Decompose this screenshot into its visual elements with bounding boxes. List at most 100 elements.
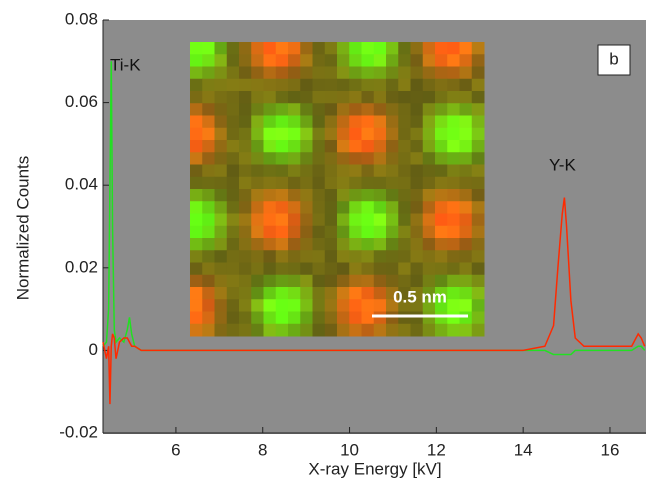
inset-pixel xyxy=(312,91,326,104)
inset-pixel xyxy=(312,103,326,116)
inset-pixel xyxy=(435,42,448,55)
inset-pixel xyxy=(447,54,460,67)
inset-pixel xyxy=(226,225,240,239)
inset-pixel xyxy=(251,225,264,239)
inset-pixel xyxy=(202,189,215,202)
inset-pixel xyxy=(410,176,424,190)
inset-pixel xyxy=(410,103,424,116)
inset-pixel xyxy=(410,115,424,129)
inset-pixel xyxy=(398,42,411,55)
inset-pixel xyxy=(263,311,277,325)
inset-pixel xyxy=(288,103,301,116)
inset-pixel xyxy=(251,164,264,178)
inset-pixel xyxy=(373,189,387,202)
inset-pixel xyxy=(410,250,424,263)
inset-pixel xyxy=(324,103,338,116)
inset-pixel xyxy=(226,287,240,300)
inset-pixel xyxy=(422,176,436,190)
inset-pixel xyxy=(214,54,228,67)
inset-pixel xyxy=(263,152,277,165)
inset-pixel xyxy=(275,201,289,214)
inset-pixel xyxy=(386,140,399,153)
inset-pixel xyxy=(288,238,301,251)
inset-pixel xyxy=(386,152,399,165)
inset-pixel xyxy=(410,201,424,214)
inset-pixel xyxy=(471,311,485,325)
inset-pixel xyxy=(337,189,350,202)
inset-pixel xyxy=(386,238,399,251)
inset-pixel xyxy=(239,127,252,141)
y-tick-label: 0.04 xyxy=(65,175,98,194)
inset-pixel xyxy=(447,115,460,129)
inset-pixel xyxy=(398,274,411,288)
inset-pixel xyxy=(239,66,252,80)
inset-pixel xyxy=(471,91,485,104)
y-tick-label: 0.08 xyxy=(65,9,98,28)
inset-pixel xyxy=(202,164,215,178)
inset-pixel xyxy=(214,213,228,227)
inset-pixel xyxy=(471,127,485,141)
inset-pixel xyxy=(190,250,203,263)
inset-pixel xyxy=(410,152,424,165)
inset-pixel xyxy=(214,262,228,276)
inset-pixel xyxy=(373,287,387,300)
inset-pixel xyxy=(386,103,399,116)
inset-pixel xyxy=(386,250,399,263)
inset-pixel xyxy=(300,262,313,276)
inset-pixel xyxy=(275,91,289,104)
inset-pixel xyxy=(471,274,485,288)
inset-pixel xyxy=(239,262,252,276)
inset-pixel xyxy=(214,152,228,165)
inset-pixel xyxy=(435,213,448,227)
inset-pixel xyxy=(202,54,215,67)
inset-pixel xyxy=(447,287,460,300)
inset-pixel xyxy=(447,66,460,80)
inset-pixel xyxy=(471,287,485,300)
inset-pixel xyxy=(471,262,485,276)
inset-pixel xyxy=(190,91,203,104)
inset-pixel xyxy=(361,323,375,337)
inset-pixel xyxy=(398,115,411,129)
inset-pixel xyxy=(239,299,252,312)
inset-pixel xyxy=(226,164,240,178)
inset-pixel xyxy=(190,42,203,55)
inset-pixel xyxy=(239,201,252,214)
inset-pixel xyxy=(300,250,313,263)
inset-pixel xyxy=(251,201,264,214)
inset-pixel xyxy=(373,176,387,190)
inset-pixel xyxy=(398,78,411,92)
inset-pixel xyxy=(459,152,473,165)
inset-pixel xyxy=(471,201,485,214)
inset-pixel xyxy=(422,201,436,214)
inset-pixel xyxy=(337,287,350,300)
inset-pixel xyxy=(447,91,460,104)
inset-pixel xyxy=(226,189,240,202)
inset-pixel xyxy=(386,299,399,312)
inset-pixel xyxy=(398,262,411,276)
annotation: Y-K xyxy=(549,155,576,174)
inset-pixel xyxy=(447,164,460,178)
inset-pixel xyxy=(337,42,350,55)
inset-pixel xyxy=(251,213,264,227)
inset-pixel xyxy=(190,201,203,214)
inset-pixel xyxy=(251,115,264,129)
inset-pixel xyxy=(447,78,460,92)
inset-pixel xyxy=(312,176,326,190)
inset-pixel xyxy=(226,201,240,214)
inset-pixel xyxy=(349,323,362,337)
inset-pixel xyxy=(435,262,448,276)
inset-pixel xyxy=(312,66,326,80)
inset-pixel xyxy=(324,250,338,263)
inset-pixel xyxy=(300,164,313,178)
inset-pixel xyxy=(239,115,252,129)
spectrum-line xyxy=(102,197,646,405)
inset-pixel xyxy=(337,127,350,141)
inset-pixel xyxy=(349,189,362,202)
inset-pixel xyxy=(288,54,301,67)
inset-pixel xyxy=(459,201,473,214)
inset-pixel xyxy=(471,78,485,92)
inset-pixel xyxy=(361,287,375,300)
inset-pixel xyxy=(300,311,313,325)
inset-pixel xyxy=(324,189,338,202)
inset-pixel xyxy=(214,42,228,55)
